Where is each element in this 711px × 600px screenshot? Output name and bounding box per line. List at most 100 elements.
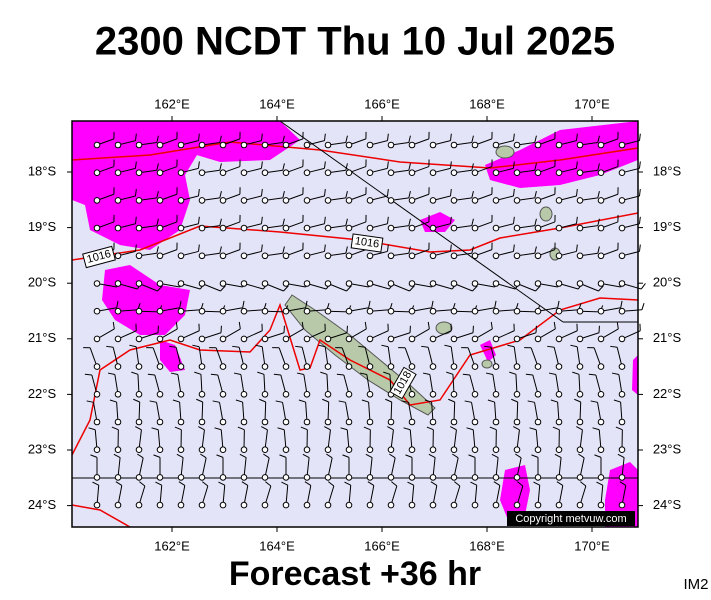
barb-station [366,280,374,287]
barb-flag [149,400,157,403]
barb-flag [597,218,600,226]
barb-station [408,501,416,509]
barb-station [387,335,395,343]
barb-flag [155,481,162,486]
barb-flag [342,454,350,458]
barb-flag [338,400,346,403]
barb-station [618,141,626,149]
longitude-label: 162°E [154,538,190,553]
barb-station [156,391,164,398]
barb-station [597,169,605,176]
barb-shaft [326,374,329,395]
barb-station [618,501,626,509]
barb-flag [345,246,348,254]
barb-station [198,252,206,260]
barb-station [429,307,437,315]
barb-shaft [390,485,398,506]
barb-flag [219,163,222,171]
barb-shaft [600,307,621,312]
barb-shaft [453,485,461,506]
barb-station [492,418,500,426]
barb-station [555,197,563,204]
barb-station [261,363,269,370]
barb-flag [86,400,94,403]
barb-station [492,307,500,315]
barb-shaft [154,374,161,395]
barb-shaft [579,283,599,292]
barb-flag [450,426,457,431]
barb-flag [576,426,583,431]
barb-shaft [159,283,180,288]
barb-station [261,197,269,204]
barb-flag [472,285,478,292]
barb-shaft [180,330,200,340]
barb-station [450,252,458,260]
barb-shaft [472,429,476,450]
barb-flag [408,163,411,171]
barb-flag [197,133,200,141]
barb-station [555,418,563,426]
barb-station [324,501,332,509]
barb-station [366,224,374,232]
barb-flag [109,399,117,403]
latitude-label: 21°S [653,330,682,345]
barb-station [471,474,479,481]
barb-shaft [200,374,203,395]
barb-shaft [411,485,415,506]
barb-station [303,252,311,260]
barb-shaft [282,402,287,423]
barb-station [156,197,164,204]
barb-flag [135,426,142,431]
barb-station [450,280,458,287]
barb-flag [210,373,218,376]
barb-shaft [621,457,625,478]
barb-station [177,280,185,287]
barb-station [156,169,164,176]
barb-flag [421,345,429,348]
barb-flag [515,453,522,459]
barb-station [576,252,584,260]
barb-station [240,252,248,260]
barb-shaft [180,485,186,506]
barb-flag [386,133,389,141]
barb-flag [387,426,394,431]
barb-station [387,141,395,149]
barb-flag [507,344,515,348]
barb-shaft [450,346,455,367]
barb-flag [620,300,623,308]
barb-flag [345,135,348,143]
barb-flag [197,216,200,224]
barb-flag [156,218,159,226]
barb-station [114,391,122,398]
barb-station [366,474,374,481]
barb-station [261,446,269,454]
barb-shaft [490,347,497,367]
barb-station [345,169,353,176]
barb-shaft [530,347,539,367]
barb-shaft [285,485,289,506]
barb-flag [361,399,369,403]
barb-flag [302,453,310,458]
barb-flag [323,189,326,197]
barb-station [408,307,416,315]
barb-shaft [453,401,456,423]
barb-shaft [138,401,141,423]
barb-shaft [390,332,411,340]
barb-station [408,252,416,260]
barb-shaft [94,429,98,450]
barb-station [135,335,143,343]
barb-station [576,335,584,343]
barb-station [555,307,563,315]
barb-station [555,446,563,454]
barb-station [534,391,542,398]
barb-flag [468,454,476,458]
barb-shaft [327,457,333,478]
barb-shaft [306,309,327,312]
barb-shaft [516,457,522,478]
barb-station [282,224,290,232]
barb-station [534,169,542,176]
barb-shaft [180,457,184,478]
barb-station [282,197,290,204]
barb-flag [260,189,263,197]
barb-flag [575,244,578,252]
